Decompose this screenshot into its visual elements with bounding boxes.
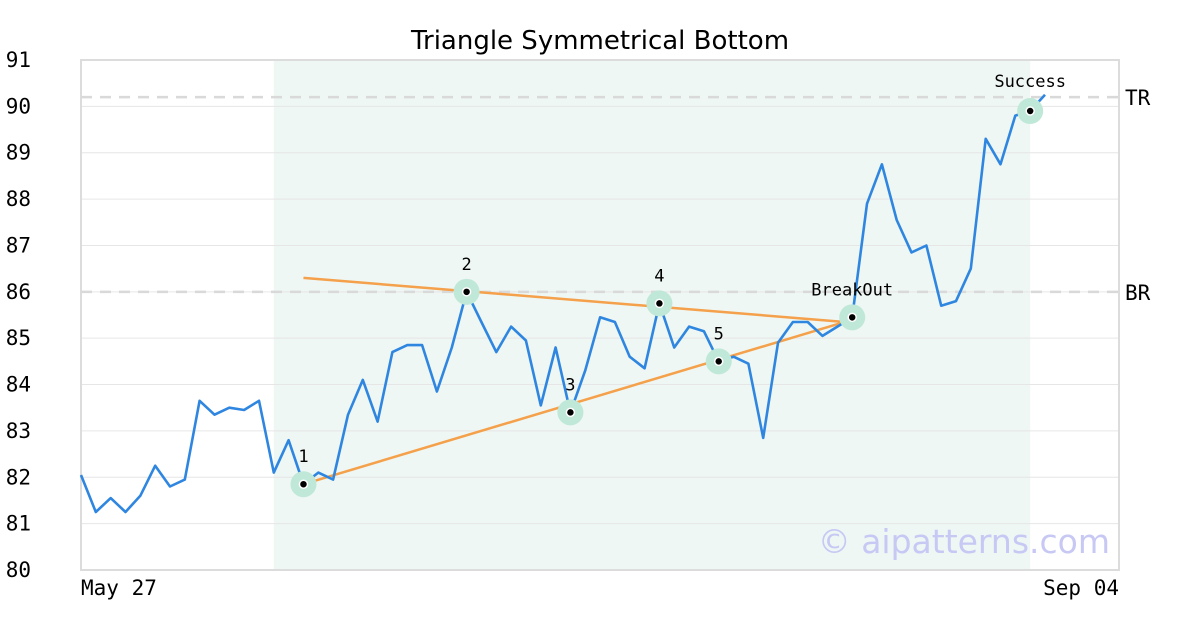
plot-area: 80 81 82 83 84 85 86 87 88 89 90 91 May 27 Sep 04 TR BR…: [6, 48, 1151, 600]
pattern-point-success: [1025, 106, 1035, 116]
y-tick-label: 89: [6, 141, 31, 165]
pattern-point-label: 2: [461, 255, 471, 275]
price-line: [79, 93, 1046, 514]
y-tick-label: 90: [6, 94, 31, 118]
x-tick-label: Sep 04: [1043, 576, 1119, 600]
y-tick-label: 84: [6, 373, 31, 397]
y-tick-label: 91: [6, 48, 31, 72]
y-tick-label: 85: [6, 326, 31, 350]
pattern-point-breakout: [847, 312, 857, 323]
pattern-point-3: [565, 407, 576, 418]
trendline: [303, 276, 845, 324]
y-tick-label: 87: [6, 233, 31, 257]
chart-title: Triangle Symmetrical Bottom: [410, 26, 789, 56]
y-tick-label: 80: [6, 558, 31, 582]
pattern-region: [273, 60, 1031, 570]
pattern-point-label: 3: [565, 375, 575, 395]
level-label-tr: TR: [1125, 86, 1151, 110]
pattern-point-label: BreakOut: [811, 280, 893, 300]
pattern-point-5: [713, 356, 724, 367]
watermark: © aipatterns.com: [818, 522, 1110, 561]
pattern-point-label: 1: [298, 447, 308, 467]
x-tick-label: May 27: [81, 576, 157, 600]
pattern-point-label: 4: [654, 266, 664, 286]
pattern-point-2: [461, 287, 472, 297]
pattern-point-4: [654, 298, 665, 309]
y-tick-label: 86: [6, 280, 31, 304]
pattern-point-label: 5: [714, 324, 724, 344]
plot-frame: [80, 59, 1120, 571]
y-tick-label: 82: [6, 465, 31, 489]
y-tick-label: 88: [6, 187, 31, 211]
pattern-point-label: Success: [994, 72, 1066, 92]
y-tick-label: 81: [6, 512, 31, 536]
level-label-br: BR: [1125, 281, 1151, 305]
pattern-point-1: [298, 479, 309, 489]
y-tick-label: 83: [6, 419, 31, 443]
